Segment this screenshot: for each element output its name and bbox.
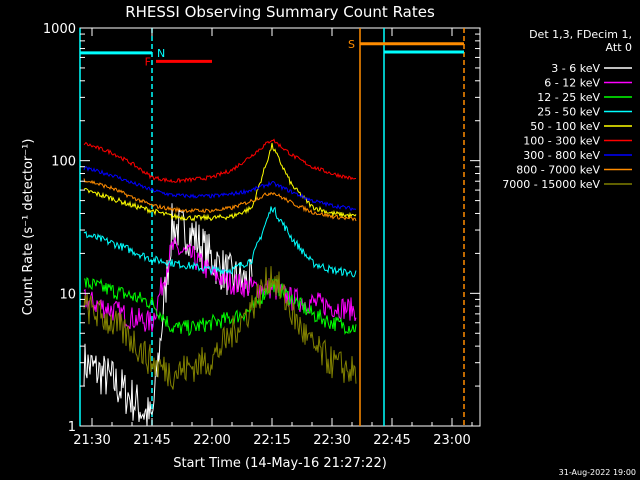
flag-label: S — [348, 38, 355, 51]
x-axis-label: Start Time (14-May-16 21:27:22) — [173, 456, 387, 471]
series-line — [83, 142, 357, 222]
x-axis: 21:30 21:45 22:00 22:15 22:30 22:45 23:00 — [73, 28, 473, 448]
legend-header-1: Det 1,3, FDecim 1, — [529, 28, 632, 41]
x-tick-label: 22:45 — [373, 433, 410, 448]
x-tick-label: 22:15 — [253, 433, 290, 448]
series-line — [83, 178, 357, 222]
series-line — [83, 266, 357, 390]
flag-label: N — [157, 47, 165, 60]
x-tick-label: 22:00 — [193, 433, 230, 448]
legend-entry: 12 - 25 keV — [537, 91, 600, 104]
legend-entry: 3 - 6 keV — [551, 62, 600, 75]
legend-entry: 100 - 300 keV — [523, 135, 600, 148]
y-axis-label: Count Rate (s⁻¹ detector⁻¹) — [21, 139, 36, 316]
series-line — [83, 138, 356, 184]
flag-bars: NF S — [80, 38, 464, 68]
series-line — [83, 206, 357, 278]
legend-entry: 50 - 100 keV — [530, 120, 600, 133]
legend-entry: 800 - 7000 keV — [516, 164, 600, 177]
legend-entry: 25 - 50 keV — [537, 106, 600, 119]
x-tick-label: 23:00 — [433, 433, 470, 448]
marker-lines — [79, 28, 465, 426]
chart-title: RHESSI Observing Summary Count Rates — [125, 3, 435, 21]
y-axis: 1 10 100 1000 — [43, 22, 480, 435]
series-line — [83, 236, 357, 332]
legend-header-2: Att 0 — [606, 41, 632, 54]
y-tick-label: 1000 — [43, 22, 76, 37]
x-tick-label: 21:45 — [133, 433, 170, 448]
flag-label: F — [145, 55, 151, 68]
timestamp: 31-Aug-2022 19:00 — [559, 468, 636, 477]
legend-entry: 6 - 12 keV — [544, 77, 600, 90]
series-lines — [83, 138, 357, 427]
y-tick-label: 1 — [68, 420, 76, 435]
legend-entry: 7000 - 15000 keV — [502, 178, 600, 191]
series-line — [83, 203, 253, 427]
y-tick-label: 10 — [59, 287, 76, 302]
series-line — [83, 165, 357, 212]
x-tick-label: 21:30 — [73, 433, 110, 448]
y-tick-label: 100 — [51, 155, 76, 170]
legend: Det 1,3, FDecim 1, Att 0 3 - 6 keV 6 - 12… — [502, 28, 632, 191]
legend-entry: 300 - 800 keV — [523, 149, 600, 162]
plot-frame — [79, 27, 481, 427]
series-line — [83, 276, 357, 337]
x-tick-label: 22:30 — [313, 433, 350, 448]
